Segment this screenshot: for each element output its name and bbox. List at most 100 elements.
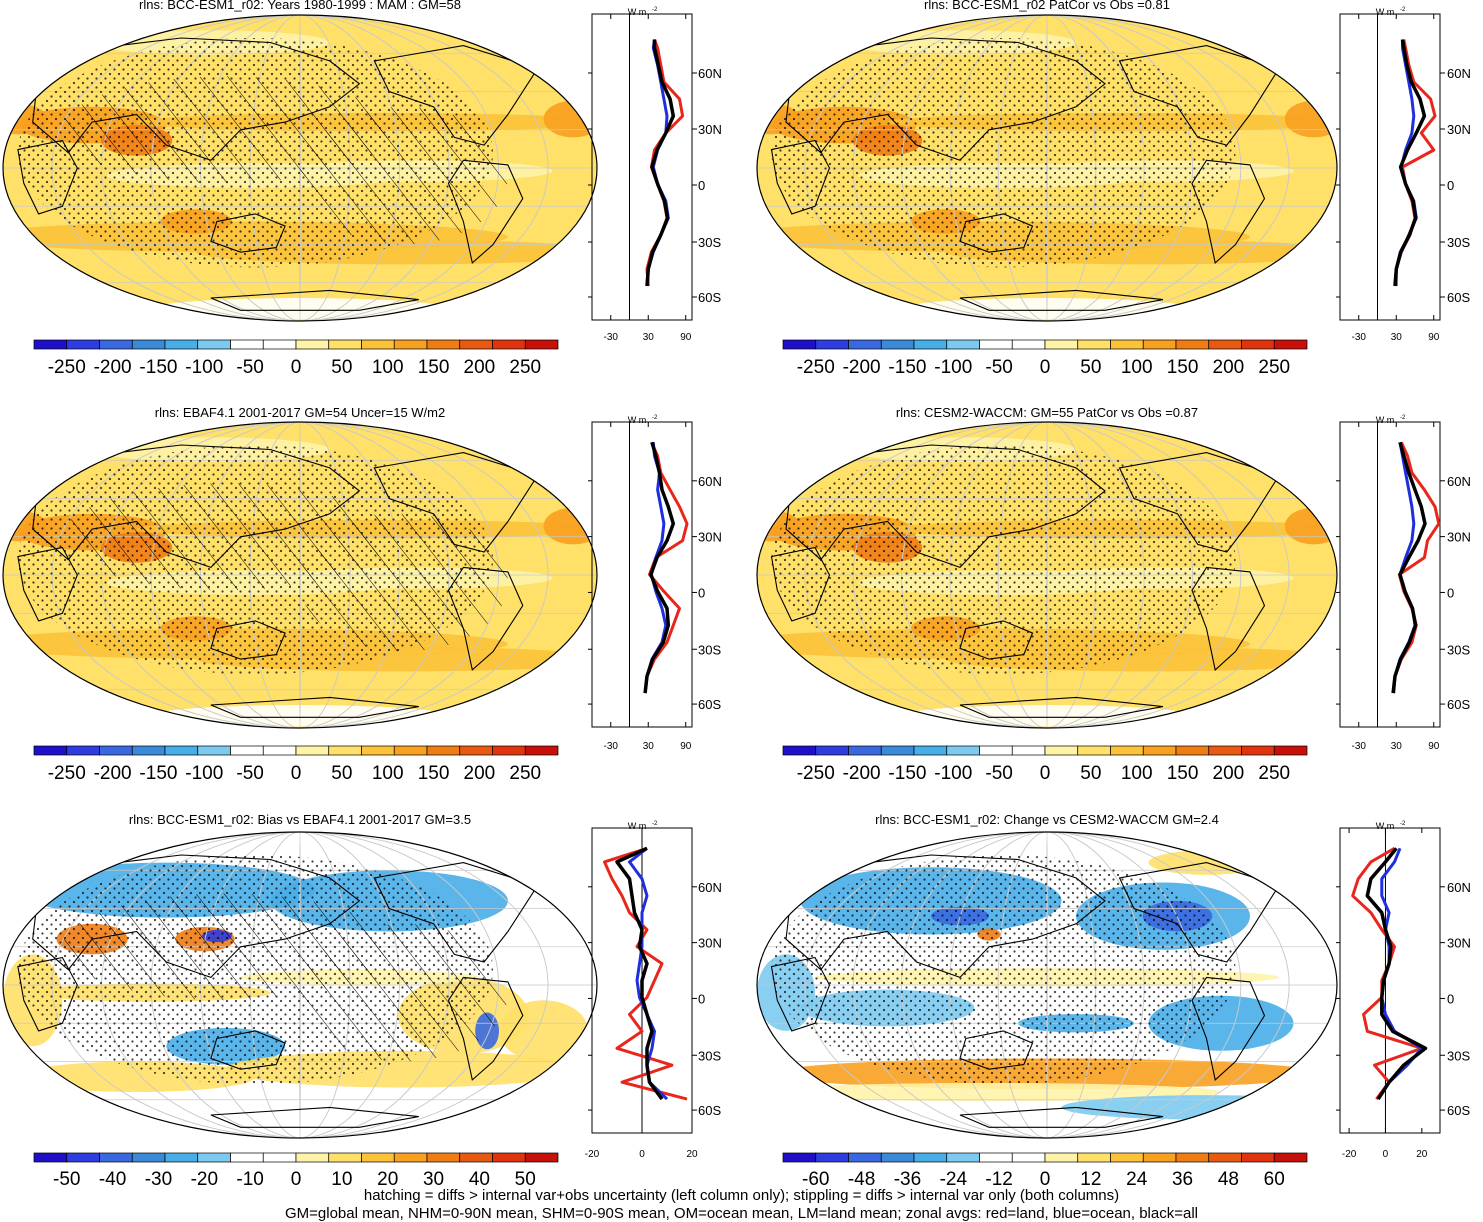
colorbar-tick-label: -24 [940, 1169, 968, 1190]
map-field [3, 832, 597, 1138]
lat-tick-label: 0 [698, 991, 705, 1006]
colorbar-swatch [230, 1152, 264, 1163]
lat-tick-label: 60S [1447, 1103, 1470, 1118]
zonal-panel: W m -2 60N 30N 0 30S 60S -30 30 90 [588, 7, 722, 343]
colorbar-swatch [99, 745, 133, 756]
colorbar-tick-label: 60 [1264, 1169, 1285, 1190]
colorbar-tick-label: 50 [1080, 763, 1101, 784]
x-tick-label: 90 [1428, 741, 1440, 752]
colorbar-swatch [295, 1152, 330, 1163]
field-contour [498, 1000, 589, 1062]
zonal-panel: W m -2 60N 30N 0 30S 60S -30 30 90 [1336, 7, 1471, 343]
field-contour [1284, 100, 1337, 138]
colorbar-swatch [230, 339, 264, 350]
lat-tick-label: 60S [1447, 697, 1470, 712]
colorbar-tick-label: 50 [331, 763, 352, 784]
colorbar-swatch [164, 339, 199, 350]
units-exponent: -2 [1400, 415, 1406, 421]
colorbar-tick-label: 10 [331, 1169, 352, 1190]
colorbar-tick-label: 24 [1126, 1169, 1148, 1190]
colorbar-swatch [1208, 745, 1242, 756]
lat-tick-label: 0 [1447, 991, 1454, 1006]
colorbar-swatch [524, 339, 559, 350]
colorbar-swatch [1077, 745, 1111, 756]
colorbar-tick-label: 0 [1040, 763, 1051, 784]
colorbar-tick-label: -250 [797, 763, 835, 784]
colorbar-swatch [1208, 1152, 1242, 1163]
colorbar-swatch [1208, 339, 1242, 350]
lat-tick-label: 30N [1447, 936, 1471, 951]
zonal-line-all [645, 39, 676, 287]
colorbar-swatch [782, 745, 817, 756]
colorbar-tick-label: 200 [464, 357, 496, 378]
lat-tick-label: 30S [698, 235, 721, 250]
lat-tick-label: 60N [698, 474, 722, 489]
colorbar-tick-label: 150 [418, 357, 450, 378]
colorbar-tick-label: -50 [53, 1169, 80, 1190]
lat-tick-label: 30N [1447, 122, 1471, 137]
colorbar-swatch [66, 1152, 100, 1163]
lat-tick-label: 60S [698, 697, 721, 712]
panel-6: rlns: BCC-ESM1_r02: Change vs CESM2-WACC… [756, 812, 1471, 1190]
colorbar-swatch [1273, 1152, 1308, 1163]
zonal-panel: W m -2 60N 30N 0 30S 60S -30 30 90 [588, 415, 722, 752]
colorbar-tick-label: 200 [1213, 763, 1245, 784]
colorbar-swatch [262, 1152, 297, 1163]
coastline [959, 1106, 1164, 1128]
colorbar-tick-label: 250 [509, 357, 541, 378]
colorbar-swatch [262, 745, 297, 756]
colorbar-swatch [815, 1152, 849, 1163]
colorbar-swatch [131, 745, 166, 756]
colorbar-swatch [492, 745, 526, 756]
colorbar-tick-label: -200 [843, 763, 881, 784]
colorbar-swatch [1110, 745, 1144, 756]
hatch-overlay [300, 923, 508, 1062]
colorbar-swatch [230, 745, 264, 756]
colorbar-swatch [328, 339, 362, 350]
colorbar-tick-label: 150 [1167, 763, 1199, 784]
colorbar-tick-label: -200 [94, 357, 132, 378]
colorbar-tick-label: -100 [185, 763, 223, 784]
colorbar-tick-label: 0 [291, 1169, 302, 1190]
colorbar-swatch [131, 1152, 166, 1163]
colorbar-swatch [393, 745, 428, 756]
coastline [210, 1106, 419, 1128]
map-border [2, 421, 598, 729]
panel-1: rlns: BCC-ESM1_r02: Years 1980-1999 : MA… [2, 0, 722, 378]
colorbar-tick-label: -100 [185, 357, 223, 378]
colorbar-tick-label: -50 [985, 763, 1012, 784]
x-tick-label: -30 [604, 332, 619, 343]
colorbar-tick-label: -250 [48, 763, 86, 784]
colorbar-swatch [1241, 1152, 1275, 1163]
units-exponent: -2 [652, 821, 658, 827]
lat-tick-label: 60N [698, 66, 722, 81]
lat-tick-label: 60N [1447, 474, 1471, 489]
colorbar-tick-label: -48 [848, 1169, 875, 1190]
colorbar-tick-label: 40 [469, 1169, 490, 1190]
colorbar-swatch [492, 339, 526, 350]
colorbar-swatch [197, 1152, 231, 1163]
units-label: W m [628, 7, 647, 17]
colorbar-tick-label: -200 [94, 763, 132, 784]
lat-tick-label: 30S [698, 1048, 721, 1063]
colorbar-swatch [782, 1152, 817, 1163]
colorbar-tick-label: 0 [291, 357, 302, 378]
colorbar-tick-label: 50 [515, 1169, 536, 1190]
panel-5: rlns: BCC-ESM1_r02: Bias vs EBAF4.1 2001… [2, 812, 722, 1190]
colorbar-swatch [426, 339, 461, 350]
colorbar-swatch [393, 1152, 428, 1163]
colorbar-swatch [459, 745, 493, 756]
map-field [3, 15, 597, 321]
colorbar-swatch [361, 745, 395, 756]
lat-tick-label: 0 [1447, 178, 1454, 193]
footer-line-1: hatching = diffs > internal var+obs unce… [363, 1187, 1120, 1204]
colorbar-swatch [946, 1152, 980, 1163]
colorbar-swatch [492, 1152, 526, 1163]
colorbar-tick-label: 100 [372, 763, 404, 784]
x-tick-label: -20 [585, 1149, 600, 1160]
field-contour [1284, 507, 1337, 545]
lat-tick-label: 0 [698, 585, 705, 600]
colorbar-swatch [426, 745, 461, 756]
lat-tick-label: 60N [698, 880, 722, 895]
colorbar-tick-label: 250 [1258, 357, 1290, 378]
